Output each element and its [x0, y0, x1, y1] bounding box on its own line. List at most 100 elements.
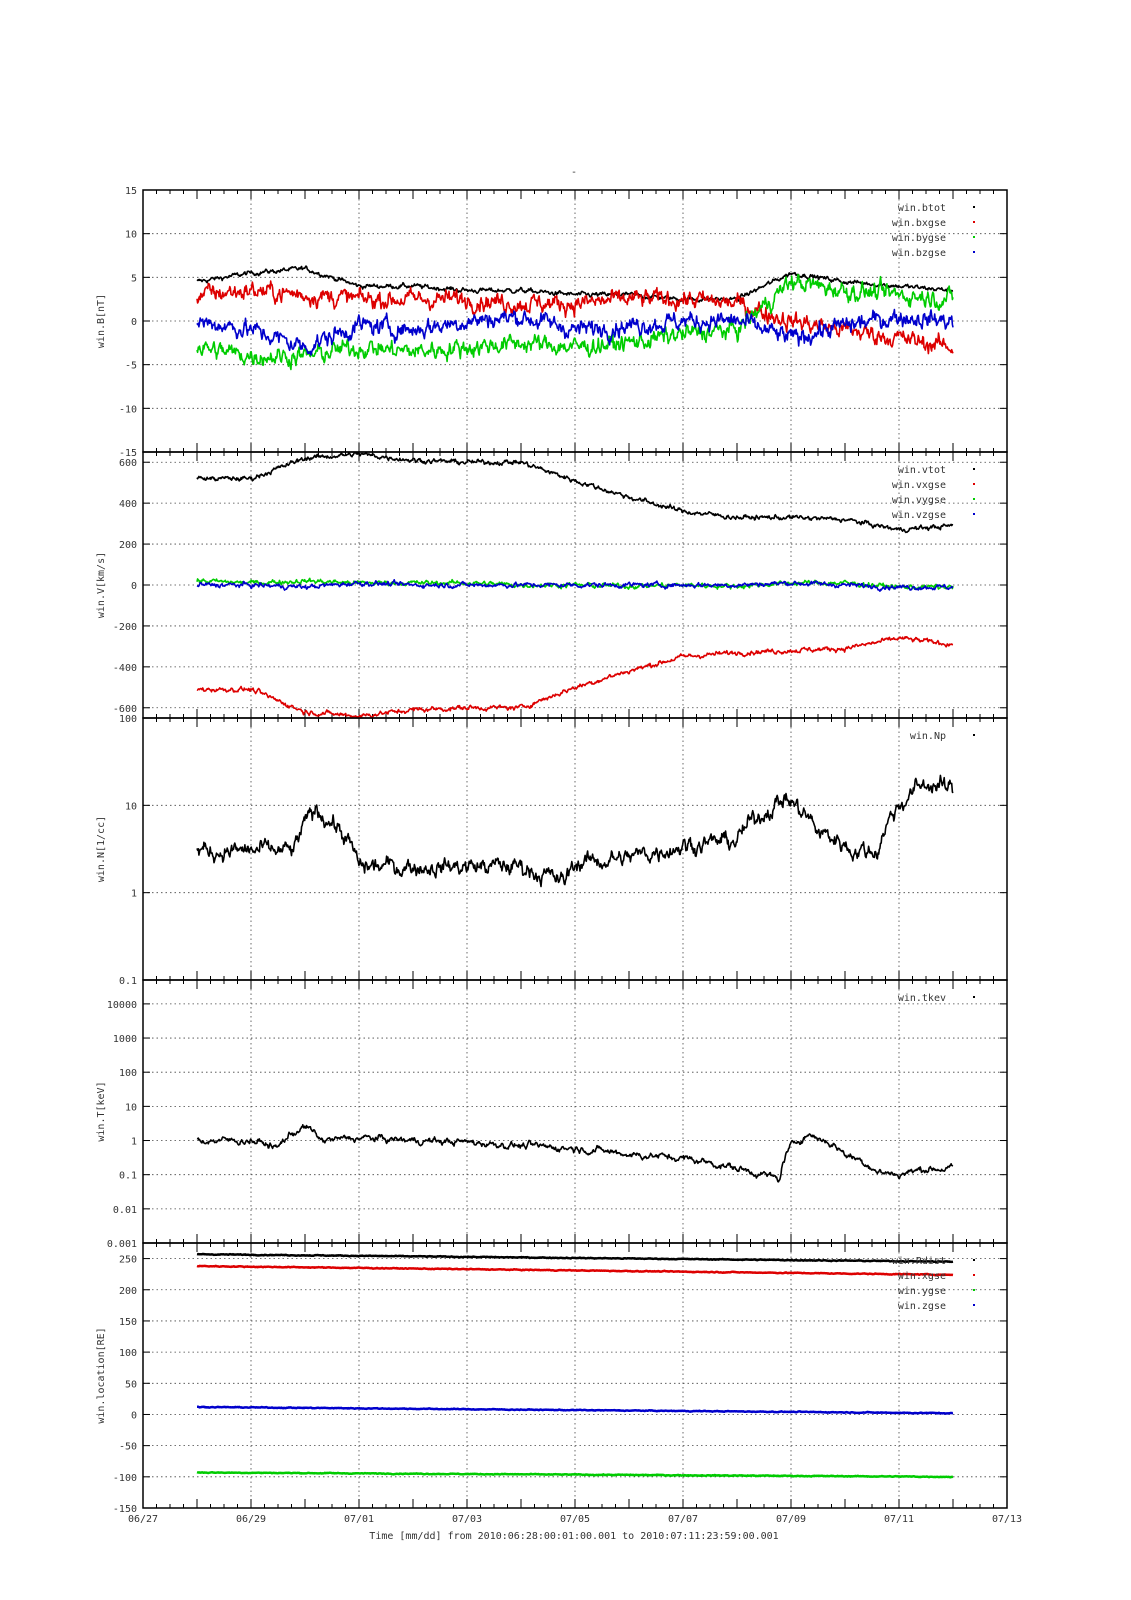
- top-mark: -: [571, 167, 577, 178]
- y-tick-label: 50: [125, 1379, 137, 1390]
- series-win-vtot: [196, 452, 954, 534]
- y-axis-label: win.V[km/s]: [96, 552, 107, 618]
- panel-1: -15 -10 -5 0 5 10 15 win.B[nT] win.btot win.bxgse…: [96, 186, 1008, 459]
- y-tick-label: 100: [119, 1348, 137, 1359]
- x-tick-label: 07/11: [884, 1514, 914, 1525]
- y-tick-label: 400: [119, 499, 137, 510]
- x-tick-label: 07/09: [776, 1514, 806, 1525]
- panel-5: -150 -100 -50 0 50 100 150 200 250 win.location[R…: [96, 1242, 1008, 1515]
- x-tick-label: 06/29: [236, 1514, 266, 1525]
- y-axis-label: win.B[nT]: [96, 294, 107, 348]
- legend-label: win.bxgse: [892, 218, 946, 229]
- legend-label: win.vxgse: [892, 480, 946, 491]
- legend-marker: [973, 996, 975, 998]
- legend-label: win.zgse: [898, 1301, 946, 1312]
- series-line: [196, 273, 954, 371]
- y-tick-label: 0.001: [107, 1239, 137, 1250]
- x-tick-label: 07/03: [452, 1514, 482, 1525]
- legend-label: win.bygse: [892, 233, 946, 244]
- legend-label: win.vygse: [892, 495, 946, 506]
- legend-label: win.ygse: [898, 1286, 946, 1297]
- panel-2: -600 -400 -200 0 200 400 600 win.V[km/s] win.vto…: [96, 451, 1008, 719]
- x-tick-label: 07/05: [560, 1514, 590, 1525]
- y-tick-label: 10000: [107, 1000, 137, 1011]
- series-win-vxgse: [196, 636, 954, 718]
- series-win-ygse: [196, 1470, 954, 1479]
- y-tick-label: 150: [119, 1317, 137, 1328]
- y-tick-label: 0.1: [119, 976, 137, 987]
- y-tick-label: -150: [113, 1504, 137, 1515]
- y-tick-label: -50: [119, 1442, 137, 1453]
- legend-marker: [973, 1259, 975, 1261]
- legend-label: win.btot: [898, 203, 946, 214]
- series-win-bzgse: [196, 308, 954, 356]
- x-tick-labels: 06/27 06/29 07/01 07/03 07/05 07/07 07/09 07/11…: [128, 1514, 1022, 1525]
- y-tick-label: -5: [125, 361, 137, 372]
- y-tick-label: -15: [119, 448, 137, 459]
- series-line: [196, 265, 954, 303]
- legend-marker: [973, 221, 975, 223]
- y-tick-label: -200: [113, 622, 137, 633]
- y-tick-label: 15: [125, 186, 137, 197]
- legend-label: win.Np: [910, 731, 946, 742]
- legend-label: win.vtot: [898, 465, 946, 476]
- y-axis-label: win.location[RE]: [96, 1327, 107, 1423]
- series-line: [196, 579, 954, 592]
- y-tick-label: 10: [125, 801, 137, 812]
- legend-marker: [973, 236, 975, 238]
- series-line: [196, 308, 954, 356]
- y-tick-label: -10: [119, 404, 137, 415]
- y-tick-label: 0.01: [113, 1205, 137, 1216]
- legend-marker: [973, 1274, 975, 1276]
- series-win-btot: [196, 265, 954, 303]
- legend-marker: [973, 513, 975, 515]
- x-tick-label: 07/07: [668, 1514, 698, 1525]
- y-tick-label: 200: [119, 1286, 137, 1297]
- y-tick-label: 100: [119, 1068, 137, 1079]
- series-win-xgse: [196, 1264, 954, 1277]
- y-tick-label: 5: [131, 273, 137, 284]
- panel-4: 0.001 0.01 0.1 1 10 100 1000 10000 win.T[keV] win…: [96, 979, 1008, 1250]
- y-tick-label: 1: [131, 889, 137, 900]
- y-tick-label: 0: [131, 581, 137, 592]
- legend-marker: [973, 206, 975, 208]
- y-tick-label: 0.1: [119, 1171, 137, 1182]
- series-win-vzgse: [196, 579, 954, 592]
- legend-marker: [973, 1304, 975, 1306]
- y-tick-label: 0: [131, 317, 137, 328]
- series-win-zgse: [196, 1405, 954, 1415]
- legend-marker: [973, 468, 975, 470]
- series-line: [196, 452, 954, 534]
- series-win-tkev: [196, 1124, 954, 1183]
- legend-label: win.tkev: [898, 993, 946, 1004]
- x-tick-label: 06/27: [128, 1514, 158, 1525]
- legend-marker: [973, 1289, 975, 1291]
- x-tick-label: 07/01: [344, 1514, 374, 1525]
- y-tick-label: 600: [119, 458, 137, 469]
- legend-marker: [973, 251, 975, 253]
- y-axis-label: win.N[1/cc]: [96, 816, 107, 882]
- legend-marker: [973, 734, 975, 736]
- panels: -15-10-5051015win.B[nT]win.btotwin.bxgse…: [96, 186, 1008, 1515]
- y-tick-label: -100: [113, 1473, 137, 1484]
- y-tick-label: 0: [131, 1410, 137, 1421]
- x-tick-label: 07/13: [992, 1514, 1022, 1525]
- x-axis-label: Time [mm/dd] from 2010:06:28:00:01:00.00…: [369, 1531, 778, 1542]
- series-line: [196, 1124, 954, 1183]
- panel-frame: [142, 1242, 1008, 1509]
- legend-marker: [973, 498, 975, 500]
- y-tick-label: 250: [119, 1255, 137, 1266]
- legend-label: win.Rdist: [892, 1256, 946, 1267]
- y-axis-label: win.T[keV]: [96, 1081, 107, 1141]
- y-tick-label: -400: [113, 663, 137, 674]
- y-tick-label: 100: [119, 714, 137, 725]
- series-line: [196, 1470, 954, 1479]
- series-win-bygse: [196, 273, 954, 371]
- series-win-Np: [196, 774, 954, 888]
- legend-marker: [973, 483, 975, 485]
- legend-label: win.xgse: [898, 1271, 946, 1282]
- series-line: [196, 636, 954, 718]
- y-tick-label: 1: [131, 1137, 137, 1148]
- series-line: [196, 774, 954, 888]
